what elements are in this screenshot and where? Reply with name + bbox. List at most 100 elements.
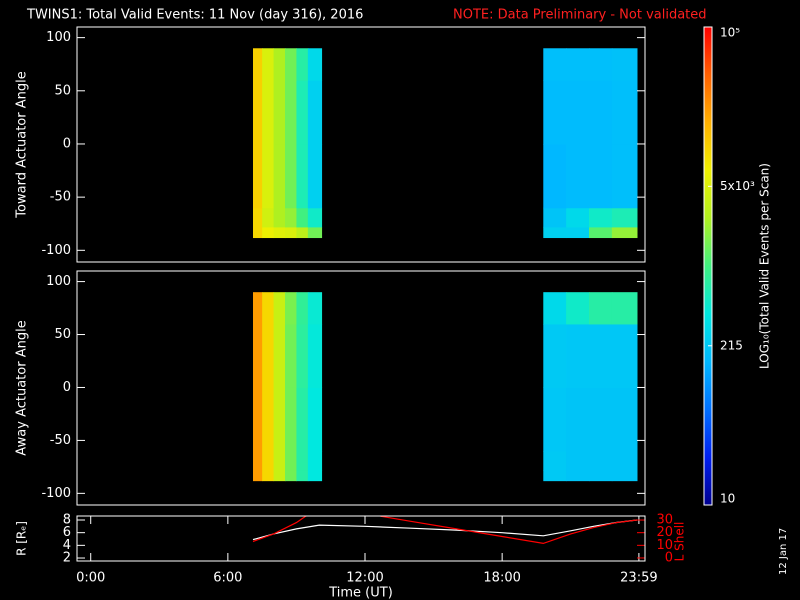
heatmap-cell: [307, 226, 323, 239]
heatmap-cell: [262, 323, 275, 388]
heatmap-cell: [285, 207, 297, 228]
heatmap-cell: [566, 207, 590, 228]
heatmap-cell: [566, 292, 590, 325]
heatmap-cell: [589, 323, 613, 388]
heatmap-cell: [589, 387, 613, 452]
y-tick-label: -100: [41, 486, 71, 501]
plot-frame: [76, 270, 646, 506]
heatmap-cell: [611, 292, 638, 325]
heatmap-cell: [611, 48, 638, 81]
y-tick-label: -50: [50, 433, 71, 448]
heatmap-cell: [262, 292, 275, 325]
heatmap-cell: [543, 226, 567, 239]
y-axis-label: Toward Actuator Angle: [15, 71, 30, 218]
heatmap-cell: [589, 226, 613, 239]
y2-tick-label: 10: [656, 538, 673, 553]
heatmap-cell: [296, 226, 309, 239]
heatmap-cell: [543, 80, 567, 145]
date-stamp: 12 Jan 17: [778, 528, 789, 575]
heatmap-cell: [262, 451, 275, 471]
y-tick-label: 2: [63, 551, 71, 566]
y2-tick-label: 20: [656, 525, 673, 540]
heatmap-cell: [296, 143, 309, 209]
y-tick-label: 50: [54, 327, 71, 342]
heatmap-cell: [273, 143, 286, 209]
heatmap-cell: [296, 48, 309, 81]
y-axis-label: Away Actuator Angle: [15, 320, 30, 455]
heatmap-cell: [543, 323, 567, 388]
heatmap-cell: [566, 226, 590, 239]
heatmap-cell: [307, 143, 323, 209]
heatmap-cell: [253, 226, 263, 239]
heatmap-cell: [307, 48, 323, 81]
heatmap-cell: [253, 323, 263, 388]
heatmap-cell: [296, 207, 309, 228]
heatmap-cell: [285, 292, 297, 325]
heatmap-cell: [589, 292, 613, 325]
y2-tick-label: 0: [665, 550, 673, 565]
heatmap-cell: [273, 387, 286, 452]
heatmap-cell: [307, 207, 323, 228]
y-tick-label: -100: [41, 243, 71, 258]
y-tick-label: 0: [63, 136, 71, 151]
heatmap-cell: [253, 207, 263, 228]
heatmap-cell: [611, 387, 638, 452]
heatmap-cell: [253, 292, 263, 325]
colorbar-label: LOG₁₀(Total Valid Events per Scan): [758, 163, 772, 369]
y-tick-label: 100: [46, 30, 71, 45]
heatmap-cell: [262, 207, 275, 228]
y-tick-label: 8: [63, 512, 71, 527]
heatmap-cell: [566, 323, 590, 388]
x-tick-label: 12:00: [346, 571, 383, 586]
heatmap-cell: [307, 323, 323, 388]
heatmap-cell: [262, 387, 275, 452]
heatmap-cell: [285, 451, 297, 471]
heatmap-cell: [611, 470, 638, 482]
y-tick-label: 0: [63, 380, 71, 395]
heatmap-cell: [262, 226, 275, 239]
heatmap-cell: [296, 470, 309, 482]
y-tick-label: 50: [54, 83, 71, 98]
heatmap-cell: [273, 80, 286, 145]
colorbar-tick-label: 215: [720, 338, 743, 352]
y-tick-label: 6: [63, 525, 71, 540]
heatmap-cell: [296, 451, 309, 471]
heatmap-cell: [611, 80, 638, 145]
heatmap-cell: [589, 80, 613, 145]
plot-frame: [76, 26, 646, 263]
heatmap-cell: [285, 323, 297, 388]
heatmap-cell: [262, 470, 275, 482]
heatmap-cell: [611, 143, 638, 209]
heatmap-cell: [262, 143, 275, 209]
heatmap-cell: [589, 470, 613, 482]
heatmap-cell: [253, 470, 263, 482]
heatmap-cell: [566, 387, 590, 452]
heatmap-cell: [566, 80, 590, 145]
heatmap-cell: [262, 80, 275, 145]
x-tick-label: 0:00: [76, 571, 105, 586]
heatmap-cell: [285, 48, 297, 81]
y2-axis-label: L Shell: [673, 522, 687, 562]
heatmap-cell: [273, 292, 286, 325]
heatmap-cell: [262, 48, 275, 81]
heatmap-cell: [307, 451, 323, 471]
heatmap-cell: [543, 48, 567, 81]
heatmap-cell: [273, 451, 286, 471]
chart-title: TWINS1: Total Valid Events: 11 Nov (day …: [26, 8, 363, 23]
y-tick-label: 4: [63, 538, 71, 553]
heatmap-cell: [285, 470, 297, 482]
note: NOTE: Data Preliminary - Not validated: [453, 8, 707, 23]
series-line: [252, 519, 638, 541]
heatmap-cell: [589, 451, 613, 471]
heatmap-cell: [273, 470, 286, 482]
heatmap-cell: [589, 143, 613, 209]
y-tick-label: 100: [46, 274, 71, 289]
colorbar-tick-label: 5x10³: [720, 179, 755, 193]
heatmap-cell: [285, 387, 297, 452]
x-axis-label: Time (UT): [328, 586, 393, 600]
y-tick-label: -50: [50, 190, 71, 205]
heatmap-cell: [611, 323, 638, 388]
heatmap-cell: [273, 207, 286, 228]
colorbar: [703, 26, 713, 506]
